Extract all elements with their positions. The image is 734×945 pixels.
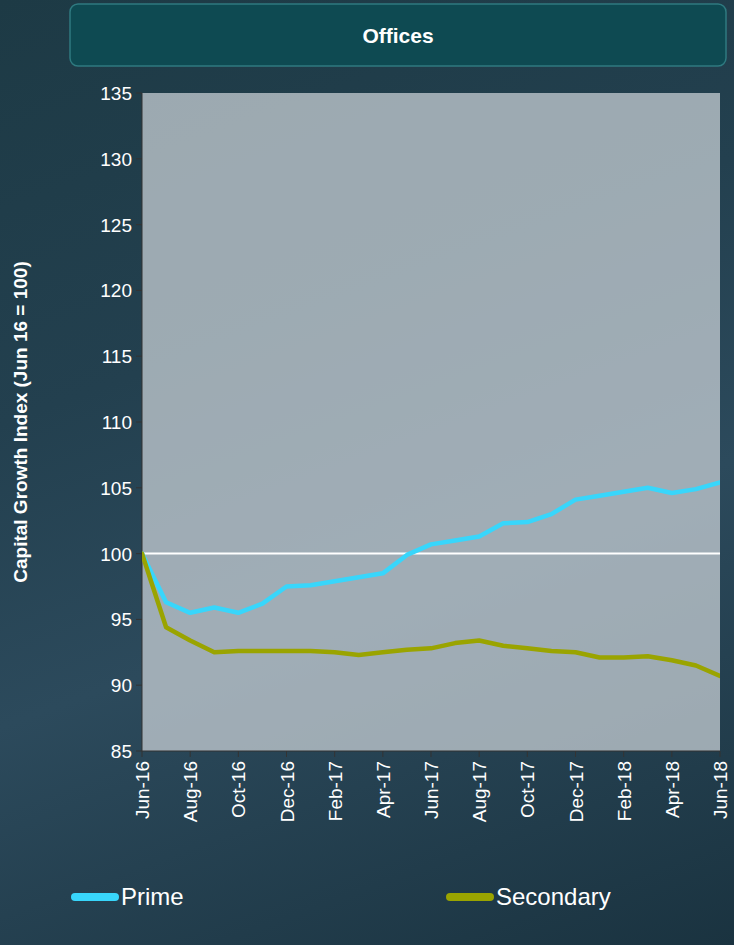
y-tick [136,356,142,357]
plot-area [142,93,720,751]
x-tick-label: Aug-16 [180,761,201,822]
x-tick [623,751,624,757]
series-group [142,483,720,676]
x-tick-label: Feb-18 [614,761,635,821]
x-tick [190,751,191,757]
y-tick-label: 95 [111,609,132,630]
x-tick-label: Jun-17 [421,761,442,819]
y-tick [136,290,142,291]
x-tick-label: Dec-16 [277,761,298,822]
legend-swatch [75,893,115,901]
legend: Prime Secondary [75,883,611,910]
y-tick-label: 90 [111,675,132,696]
x-tick-label: Oct-16 [228,761,249,818]
y-tick [136,93,142,94]
y-tick-label: 110 [102,412,132,433]
x-tick-label: Jun-18 [710,761,731,819]
y-tick [136,619,142,620]
x-tick-label: Jun-16 [132,761,153,819]
x-tick-label: Apr-17 [373,761,394,818]
x-tick-label: Aug-17 [469,761,490,822]
x-tick [431,751,432,757]
y-tick [136,553,142,554]
y-tick [136,751,142,752]
x-tick-label: Apr-18 [662,761,683,818]
x-tick-label: Dec-17 [566,761,587,822]
x-tick [142,751,143,757]
reference-line [142,553,720,555]
x-tick [334,751,335,757]
y-tick-label: 115 [102,346,132,367]
legend-label: Prime [121,883,184,910]
y-tick [136,224,142,225]
x-tick [575,751,576,757]
series-line [142,483,720,613]
y-tick-label: 120 [100,280,132,301]
x-tick [527,751,528,757]
chart-svg: Offices 85 90 95 100 105 110 115 120 125 130 135 Jun… [0,0,734,945]
legend-swatch [450,893,490,901]
x-tick-label: Feb-17 [325,761,346,821]
y-tick-label: 105 [100,478,132,499]
chart-root: Offices 85 90 95 100 105 110 115 120 125 130 135 Jun… [0,0,734,945]
y-tick-label: 125 [100,215,132,236]
y-tick-label: 135 [100,83,132,104]
x-tick [479,751,480,757]
x-tick [382,751,383,757]
y-tick [136,158,142,159]
title-box [70,4,726,66]
y-tick [136,422,142,423]
x-tick-label: Oct-17 [517,761,538,818]
series-line [142,554,720,676]
y-tick-label: 130 [100,149,132,170]
legend-label: Secondary [496,883,611,910]
x-tick [238,751,239,757]
y-tick [136,685,142,686]
y-axis-title: Capital Growth Index (Jun 16 = 100) [10,261,31,583]
x-tick [671,751,672,757]
y-tick-label: 85 [111,741,132,762]
y-tick-label: 100 [100,544,132,565]
x-tick [286,751,287,757]
chart-title: Offices [362,24,433,47]
x-tick [720,751,721,757]
y-tick [136,487,142,488]
